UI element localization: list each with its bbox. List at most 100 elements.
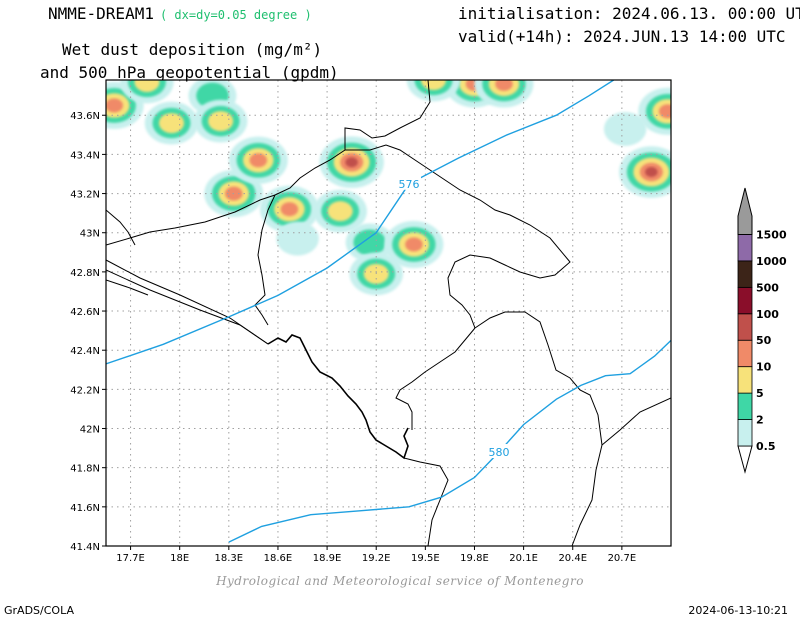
y-tick-label: 41.4N [70, 542, 100, 553]
y-tick-label: 42.6N [70, 307, 100, 318]
contour-label: 580 [489, 446, 510, 459]
x-tick-label: 18E [170, 553, 189, 564]
colorbar-lower-arrow [737, 445, 753, 474]
coastline [267, 334, 409, 460]
field-title-line2: and 500 hPa geopotential (gpdm) [40, 63, 339, 82]
border-line [106, 80, 431, 246]
dust-level-5 [327, 201, 353, 222]
colorbar-label: 1000 [756, 255, 787, 268]
x-tick-label: 18.3E [215, 553, 244, 564]
dust-level-10 [658, 104, 671, 119]
dust-patch [319, 136, 384, 189]
border-line [345, 144, 571, 329]
initialisation-time: initialisation: 2024.06.13. 00:00 UTC [458, 4, 800, 23]
render-timestamp: 2024-06-13-10:21 [688, 604, 788, 617]
colorbar-label: 500 [756, 281, 779, 294]
colorbar-legend: 0.5 2 5 10 50 100 500 1000 1500 [737, 187, 787, 474]
x-tick-label: 19.8E [460, 553, 489, 564]
contour-label: 576 [398, 178, 419, 191]
credit-line: Hydrological and Meteorological service … [216, 574, 584, 588]
dust-patch [603, 111, 647, 146]
contour-label-bg [487, 444, 512, 459]
dust-level-5 [134, 80, 160, 92]
y-tick-label: 42N [80, 425, 100, 436]
valid-time: valid(+14h): 2024.JUN.13 14:00 UTC [458, 27, 786, 46]
colorbar-swatch [737, 419, 753, 447]
dust-patch [276, 221, 319, 256]
colorbar-swatch [737, 339, 753, 368]
colorbar-label: 10 [756, 361, 772, 374]
dust-level-10 [405, 237, 423, 252]
colorbar-swatch [737, 260, 753, 288]
x-tick-label: 20.1E [509, 553, 538, 564]
x-tick-label: 19.5E [411, 553, 440, 564]
dust-patch [313, 189, 367, 233]
dust-level-5 [159, 113, 185, 134]
model-title: NMME-DREAM1 ( dx=dy=0.05 degree ) [48, 4, 312, 23]
country-borders [106, 80, 671, 546]
y-tick-label: 41.6N [70, 503, 100, 514]
colorbar-swatch [737, 234, 753, 262]
y-tick-label: 43.2N [70, 190, 100, 201]
dust-patch [120, 80, 174, 104]
dust-level-5 [208, 111, 234, 132]
colorbar-swatch [737, 366, 753, 394]
colorbar-label: 100 [756, 308, 779, 321]
x-tick-label: 18.9E [313, 553, 342, 564]
colorbar-label: 0.5 [756, 440, 776, 453]
dust-level-10 [106, 98, 123, 113]
colorbar-label: 50 [756, 334, 772, 347]
dust-level-0.5 [276, 221, 319, 256]
contour-label-bg [396, 175, 421, 190]
y-tick-label: 42.4N [70, 346, 100, 357]
colorbar-top-arrow [737, 187, 753, 235]
dust-level-10 [249, 153, 268, 168]
colorbar-label: 2 [756, 414, 764, 427]
dust-patch [144, 101, 199, 145]
contour-line [106, 80, 615, 365]
dust-level-50 [345, 157, 358, 168]
x-tick-label: 20.7E [608, 553, 637, 564]
dust-patch [638, 87, 671, 135]
dust-level-10 [280, 202, 299, 217]
colorbar-label: 1500 [756, 228, 787, 241]
dust-patch [193, 99, 248, 143]
y-tick-label: 43.6N [70, 111, 100, 122]
border-line [395, 327, 476, 430]
dust-patch [384, 220, 444, 269]
x-tick-label: 19.2E [362, 553, 391, 564]
latitude-axis: 41.4N 41.6N 41.8N 42N 42.2N 42.4N 42.6N 42.8N 43… [70, 111, 106, 553]
dust-patch [228, 136, 288, 184]
y-tick-label: 41.8N [70, 464, 100, 475]
model-name: NMME-DREAM1 [48, 4, 154, 23]
y-tick-label: 42.8N [70, 268, 100, 279]
border-line [106, 259, 269, 345]
x-tick-label: 17.7E [116, 553, 145, 564]
dust-deposition-field [106, 80, 671, 296]
border-line [106, 279, 149, 296]
dust-level-0.5 [603, 111, 647, 146]
dust-level-50 [645, 167, 658, 178]
geopotential-contours: 576 580 [106, 80, 671, 543]
dust-patch [259, 185, 319, 233]
dust-patch [406, 80, 461, 102]
border-line [474, 311, 603, 546]
colorbar-swatch [737, 392, 753, 420]
dust-patch [474, 80, 534, 108]
border-line [106, 209, 136, 246]
longitude-axis: 17.7E 18E 18.3E 18.6E 18.9E 19.2E 19.5E 19.8E 20… [116, 546, 636, 564]
field-title-line1: Wet dust deposition (mg/m²) [62, 40, 323, 59]
plot-frame [105, 79, 672, 547]
software-label: GrADS/COLA [4, 604, 74, 617]
x-tick-label: 18.6E [264, 553, 293, 564]
dust-level-2 [353, 229, 386, 256]
dust-level-5 [421, 80, 447, 90]
border-line [254, 194, 276, 326]
border-line [403, 457, 449, 546]
colorbar-swatch [737, 313, 753, 341]
border-line [601, 397, 671, 446]
contour-line [228, 339, 671, 543]
resolution-note: ( dx=dy=0.05 degree ) [159, 8, 312, 22]
colorbar-label: 5 [756, 387, 764, 400]
